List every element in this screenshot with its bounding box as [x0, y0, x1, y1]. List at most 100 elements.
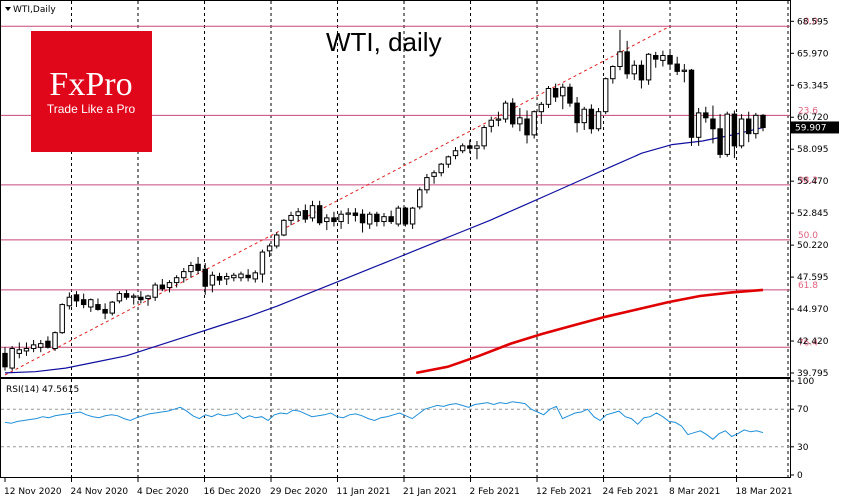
fib-level-label: 0.0: [804, 17, 819, 27]
price-tick-label: 63.345: [797, 81, 829, 91]
candle-body: [481, 127, 487, 147]
candle-body: [259, 251, 266, 275]
candle-body: [717, 128, 723, 155]
candle: [302, 204, 309, 223]
candle: [309, 200, 316, 222]
chart-title: WTI, daily: [326, 27, 442, 57]
time-tick-label: 24 Nov 2020: [71, 487, 129, 497]
candle-body: [459, 145, 466, 152]
candle-body: [302, 210, 309, 220]
price-tick-label: 65.970: [797, 49, 829, 59]
candle: [73, 291, 80, 308]
candle: [588, 104, 595, 134]
candle: [488, 116, 494, 133]
candle: [30, 339, 37, 353]
candle: [123, 289, 130, 300]
dropdown-triangle-icon: [5, 7, 11, 11]
candle: [567, 83, 573, 107]
candle-body: [2, 352, 8, 368]
candle: [38, 339, 44, 353]
candlesticks: [2, 29, 766, 371]
candle: [102, 303, 108, 320]
candle: [695, 108, 702, 146]
candle-body: [395, 207, 402, 225]
candle-body: [581, 108, 587, 124]
candle: [653, 51, 659, 68]
candle: [2, 347, 8, 371]
candle: [595, 108, 602, 132]
rsi-tick-label: 100: [797, 377, 814, 387]
candle: [531, 110, 537, 139]
candle-body: [274, 234, 280, 247]
candle: [524, 110, 530, 144]
time-tick-label: 8 Mar 2021: [669, 487, 720, 497]
candle-body: [638, 64, 645, 81]
candle: [59, 303, 65, 334]
candle: [602, 77, 609, 115]
candle-body: [681, 69, 688, 72]
candle: [345, 208, 351, 224]
candle: [745, 111, 752, 143]
candle: [402, 206, 409, 227]
fib-level-label: 23.6: [798, 106, 818, 116]
candle-body: [724, 113, 730, 155]
symbol-header: WTI,Daily: [5, 5, 56, 15]
candle: [502, 100, 509, 123]
candle-body: [252, 272, 258, 280]
candle: [245, 269, 251, 282]
candle: [724, 111, 730, 157]
time-tick-label: 2 Feb 2021: [470, 487, 520, 497]
candle-body: [295, 211, 301, 216]
candle: [238, 271, 244, 282]
candle-body: [45, 340, 51, 348]
candle-body: [223, 275, 230, 280]
candle-body: [531, 111, 537, 136]
candle-body: [474, 145, 480, 149]
time-tick-label: 12 Feb 2021: [536, 487, 592, 497]
candle-body: [431, 172, 437, 177]
candle: [610, 65, 616, 84]
candle-body: [66, 296, 73, 307]
candle-body: [30, 344, 37, 350]
candle-body: [567, 86, 573, 104]
time-tick-label: 16 Dec 2020: [204, 487, 262, 497]
candle-body: [16, 349, 23, 354]
candle: [9, 346, 15, 371]
candle: [717, 114, 723, 159]
candle: [295, 208, 301, 222]
candle-body: [731, 113, 738, 147]
candle: [288, 211, 294, 226]
candle: [738, 114, 745, 149]
last-price-tag: 59.907: [791, 121, 839, 134]
time-tick-label: 24 Feb 2021: [603, 487, 659, 497]
candle-body: [745, 118, 752, 135]
fib-level-label: 61.8: [798, 281, 818, 291]
main-plot-frame: [0, 0, 791, 378]
candle-body: [710, 118, 716, 130]
candle-body: [38, 343, 44, 348]
candle-body: [381, 216, 387, 223]
candle-body: [760, 114, 766, 129]
candle: [409, 206, 416, 229]
candle-body: [753, 114, 759, 135]
candle: [581, 106, 587, 130]
candle-body: [116, 293, 123, 302]
trend-line: [4, 25, 671, 376]
candle: [138, 291, 144, 304]
time-tick-label: 4 Dec 2020: [137, 487, 189, 497]
candle: [331, 211, 337, 227]
candle-body: [409, 207, 416, 225]
candle-body: [674, 63, 680, 72]
candle-body: [510, 102, 516, 125]
candle-body: [695, 112, 702, 138]
candle: [259, 249, 266, 283]
candle-body: [617, 51, 623, 67]
candle: [252, 270, 258, 283]
candle: [116, 291, 123, 304]
candle-body: [209, 274, 216, 286]
candle-body: [388, 216, 394, 223]
candle: [381, 213, 387, 227]
price-tick-label: 55.470: [797, 177, 829, 187]
price-tick-label: 42.420: [797, 337, 829, 347]
